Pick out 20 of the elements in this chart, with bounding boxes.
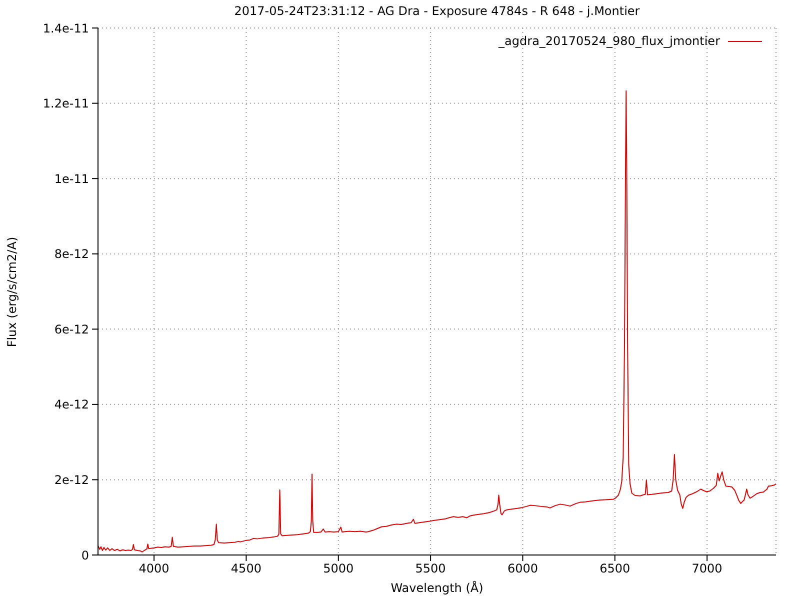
y-tick-label: 8e-12: [54, 247, 89, 262]
x-tick-label: 5500: [415, 562, 446, 576]
x-axis-title: Wavelength (Å): [390, 581, 484, 595]
x-tick-label: 6500: [600, 562, 630, 576]
y-axis-title: Flux (erg/s/cm2/A): [5, 236, 19, 347]
x-tick-label: 4000: [138, 562, 170, 576]
line-series: [98, 90, 776, 552]
x-tick-label: 5000: [323, 562, 354, 576]
legend-label: _agdra_20170524_980_flux_jmontier: [498, 34, 720, 48]
y-tick-label: 6e-12: [54, 322, 89, 336]
y-tick-label: 1.4e-11: [42, 21, 89, 36]
x-tick-label: 7000: [692, 562, 722, 576]
x-tick-label: 4500: [230, 562, 262, 576]
x-tick-label: 6000: [507, 562, 538, 576]
y-tick-label: 1.2e-11: [42, 96, 89, 111]
y-tick-label: 1e-11: [54, 172, 89, 186]
y-tick-label: 4e-12: [54, 398, 89, 412]
chart-title: 2017-05-24T23:31:12 - AG Dra - Exposure 4784s - R 648 - j.Montier: [233, 4, 641, 18]
y-tick-label: 2e-12: [54, 472, 89, 487]
y-tick-label: 0: [81, 548, 89, 562]
